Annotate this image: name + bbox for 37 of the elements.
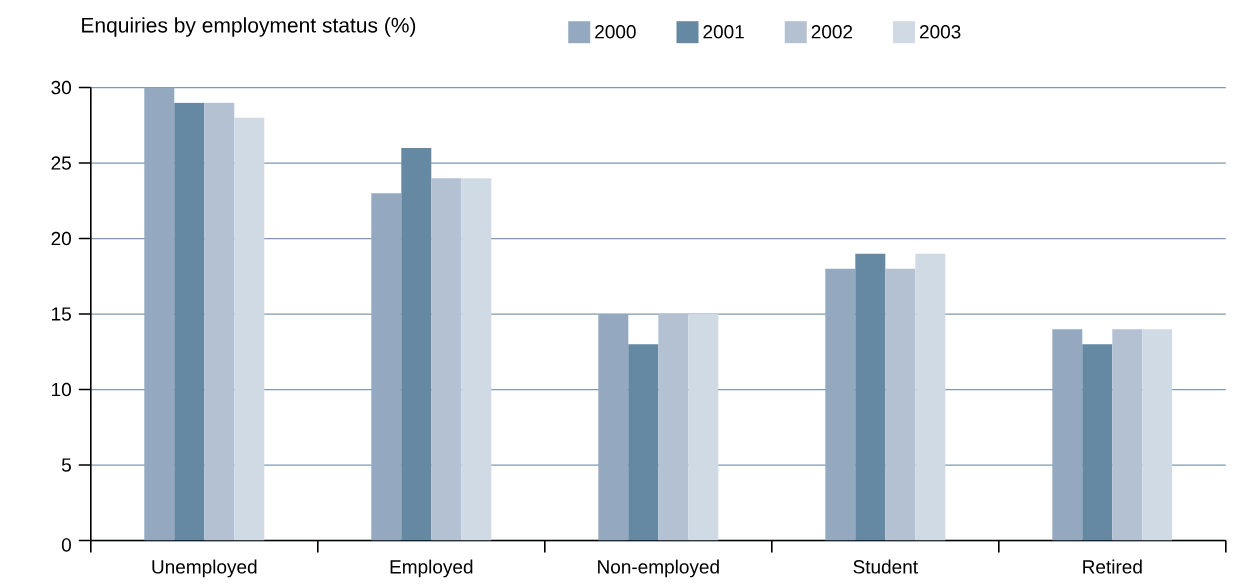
bar — [628, 344, 659, 541]
x-tick-label: Non-employed — [598, 559, 719, 578]
y-tick-label: 5 — [61, 458, 71, 472]
bar — [885, 268, 916, 541]
bar — [401, 147, 432, 541]
y-tick-label: 30 — [51, 80, 71, 95]
bar — [371, 193, 402, 541]
x-tick-label: Student — [853, 559, 918, 574]
bar — [855, 253, 886, 541]
bar — [174, 102, 205, 541]
legend-label: 2001 — [703, 25, 744, 39]
bar — [1052, 329, 1083, 541]
bar — [915, 253, 946, 541]
y-tick-label: 10 — [52, 382, 71, 397]
bar — [1142, 329, 1173, 541]
bar — [688, 314, 719, 541]
y-tick-label: 15 — [52, 307, 71, 321]
x-tick-label: Employed — [390, 559, 473, 578]
bar — [825, 268, 856, 541]
bar — [431, 178, 462, 541]
bar — [144, 87, 175, 541]
y-tick-label: 25 — [51, 156, 71, 170]
x-tick-label: Unemployed — [152, 559, 257, 578]
bar — [658, 314, 689, 541]
y-tick-label: 20 — [51, 231, 71, 246]
bar — [461, 178, 492, 541]
bar — [1082, 344, 1113, 541]
x-tick-label: Retired — [1083, 559, 1142, 574]
bar — [1112, 329, 1143, 541]
chart-title: Enquiries by employment status (%) — [82, 17, 416, 37]
y-tick-label: 0 — [61, 538, 71, 552]
bar — [234, 117, 265, 541]
legend-label: 2000 — [595, 25, 636, 39]
legend-label: 2003 — [919, 25, 961, 39]
bar — [598, 314, 629, 541]
legend-label: 2002 — [811, 25, 853, 39]
bar — [204, 102, 235, 541]
